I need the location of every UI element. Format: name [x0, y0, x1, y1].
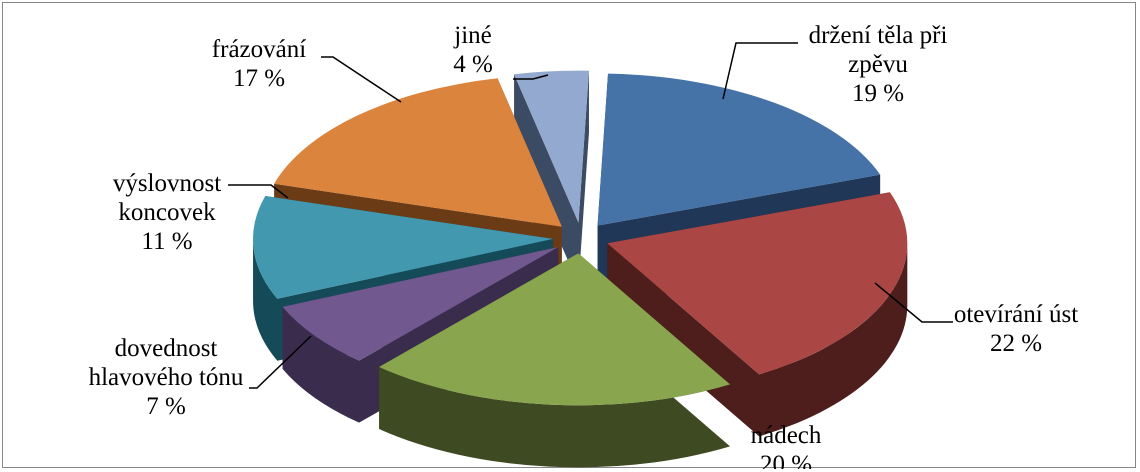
slice-value-label: 20 %	[760, 451, 812, 469]
leader-line-4	[228, 184, 289, 199]
slice-3	[282, 247, 559, 361]
slice-category-label: nádech	[751, 422, 822, 449]
slice-category-label: držení těla při	[809, 22, 948, 49]
slice-label-3: dovednost hlavového tónu 7 %	[89, 335, 244, 420]
slice-category-label: frázování	[212, 36, 306, 63]
leader-line-1	[874, 282, 953, 323]
slice-side-2	[379, 253, 731, 468]
slice-value-label: 22 %	[990, 330, 1042, 357]
slice-value-label: 11 %	[141, 228, 192, 255]
slice-5	[274, 78, 562, 227]
slice-category-label: koncovek	[118, 199, 216, 226]
pie-chart: držení těla při zpěvu 19 % otevírání úst 22 …	[89, 22, 1079, 469]
slice-4	[253, 195, 554, 299]
slice-6	[514, 70, 589, 223]
slice-label-2: nádech 20 %	[751, 422, 822, 469]
leader-line-3	[249, 335, 312, 389]
leader-line-6	[513, 74, 549, 80]
slice-category-label: dovednost	[115, 335, 218, 362]
slice-label-5: frázování 17 %	[212, 36, 306, 92]
slice-label-6: jiné 4 %	[453, 22, 493, 78]
slice-category-label: výslovnost	[113, 170, 221, 197]
slice-value-label: 19 %	[852, 80, 904, 107]
slice-1	[607, 192, 908, 375]
slice-label-1: otevírání úst 22 %	[954, 301, 1078, 357]
slice-side-3	[282, 247, 559, 423]
slice-0	[597, 73, 881, 226]
slice-value-label: 17 %	[233, 65, 285, 92]
slice-value-label: 7 %	[146, 393, 186, 420]
slice-category-label: zpěvu	[848, 51, 908, 78]
slice-value-label: 4 %	[453, 51, 493, 78]
slice-side-6	[514, 70, 589, 285]
leader-line-5	[321, 56, 402, 103]
slice-category-label: jiné	[453, 22, 492, 49]
slice-2	[379, 253, 731, 406]
leader-line-0	[722, 42, 798, 100]
slice-label-4: výslovnost koncovek 11 %	[113, 170, 221, 255]
slice-label-0: držení těla při zpěvu 19 %	[809, 22, 948, 107]
slice-category-label: hlavového tónu	[89, 364, 244, 391]
slice-category-label: otevírání úst	[954, 301, 1078, 328]
